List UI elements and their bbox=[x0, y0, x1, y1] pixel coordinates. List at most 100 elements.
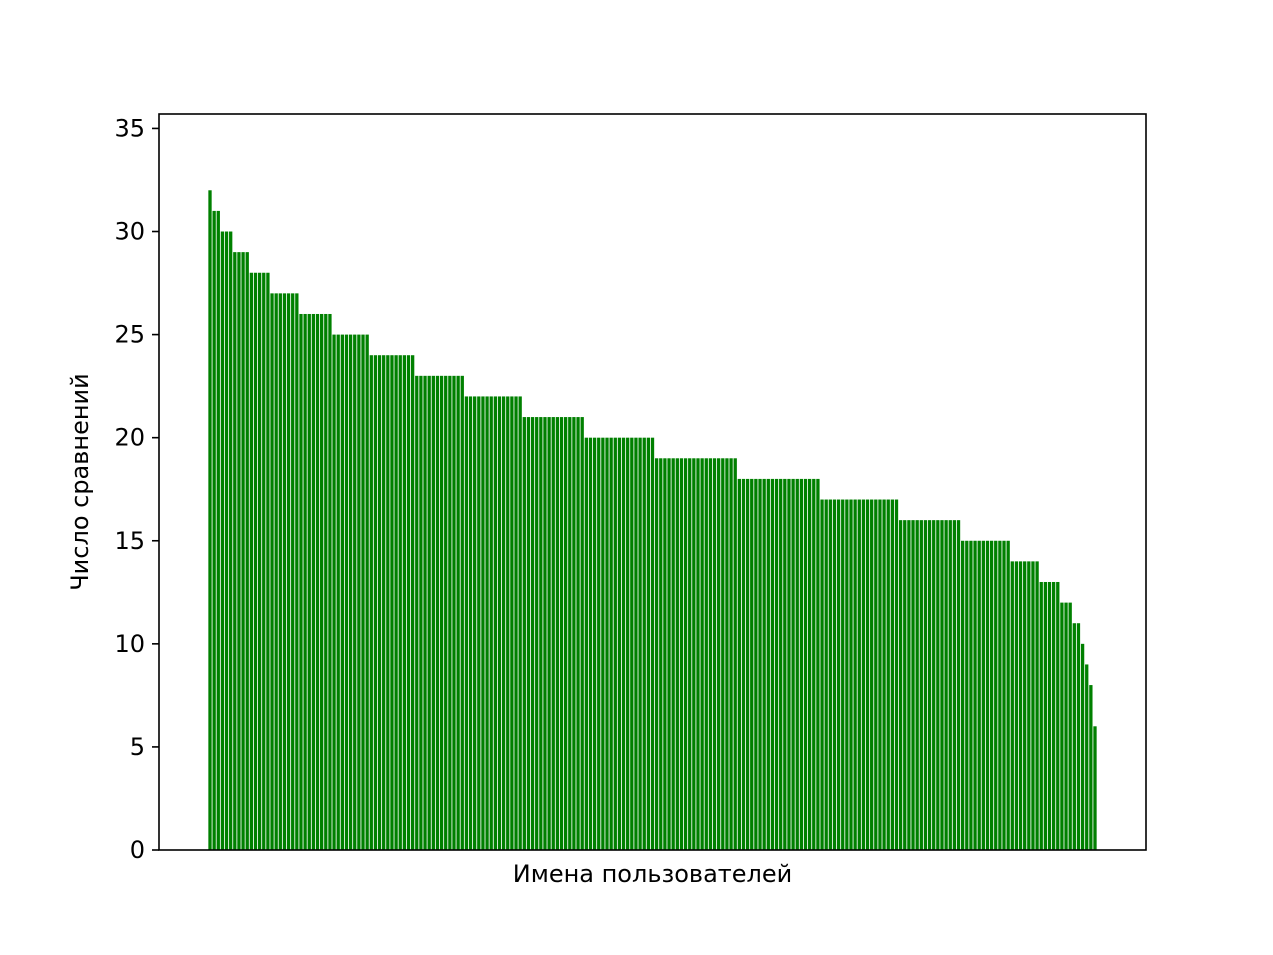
bar bbox=[423, 375, 427, 850]
bar bbox=[994, 540, 998, 850]
bar bbox=[266, 272, 270, 850]
bar bbox=[605, 437, 609, 850]
bar bbox=[795, 478, 799, 850]
bar bbox=[779, 478, 783, 850]
bar bbox=[1068, 602, 1072, 850]
bar bbox=[683, 458, 688, 850]
bar bbox=[812, 478, 816, 850]
bar bbox=[936, 520, 940, 850]
bar bbox=[754, 478, 758, 850]
bar bbox=[1027, 561, 1031, 850]
bar bbox=[981, 540, 985, 850]
bar bbox=[692, 458, 696, 850]
bar bbox=[597, 437, 601, 850]
bar bbox=[944, 520, 948, 850]
bar bbox=[410, 355, 415, 850]
bar bbox=[973, 540, 977, 850]
bar bbox=[659, 458, 663, 850]
bar bbox=[791, 478, 795, 850]
bar bbox=[626, 437, 630, 850]
bar bbox=[559, 417, 564, 850]
bar bbox=[303, 313, 307, 851]
bar bbox=[257, 272, 262, 850]
bar bbox=[551, 417, 555, 850]
bar bbox=[845, 499, 849, 850]
bar bbox=[547, 417, 551, 850]
y-tick-label: 30 bbox=[114, 218, 145, 246]
bar bbox=[783, 478, 787, 850]
bar bbox=[874, 499, 878, 850]
y-tick-label: 25 bbox=[114, 321, 145, 349]
bar bbox=[477, 396, 481, 850]
bar bbox=[721, 458, 725, 850]
bar bbox=[448, 375, 452, 850]
bar bbox=[1072, 623, 1076, 850]
bar bbox=[940, 520, 944, 850]
bar bbox=[688, 458, 692, 850]
bar bbox=[961, 540, 965, 850]
bar bbox=[634, 437, 638, 850]
bar bbox=[530, 417, 535, 850]
bars-group bbox=[208, 190, 1097, 851]
bar bbox=[431, 375, 435, 850]
bar bbox=[1076, 623, 1081, 850]
bar bbox=[212, 210, 216, 850]
bar bbox=[584, 437, 588, 850]
bar bbox=[865, 499, 870, 850]
y-tick-label: 20 bbox=[114, 424, 145, 452]
bar bbox=[998, 540, 1002, 850]
bar bbox=[377, 355, 382, 850]
bar bbox=[353, 334, 357, 851]
bar bbox=[956, 520, 961, 850]
bar bbox=[820, 499, 824, 850]
bar bbox=[568, 417, 572, 850]
bar bbox=[295, 293, 299, 850]
bar bbox=[473, 396, 477, 850]
bar bbox=[832, 499, 837, 850]
bar bbox=[233, 252, 237, 850]
bar bbox=[708, 458, 713, 850]
bar bbox=[667, 458, 671, 850]
bar bbox=[696, 458, 700, 850]
bar bbox=[849, 499, 853, 850]
bar bbox=[460, 375, 464, 850]
bar bbox=[220, 231, 225, 850]
bar bbox=[787, 478, 791, 850]
bar bbox=[398, 355, 402, 850]
bar bbox=[952, 520, 957, 850]
bar bbox=[737, 478, 741, 850]
bar bbox=[332, 334, 336, 851]
bar bbox=[278, 293, 282, 850]
bar bbox=[741, 478, 746, 850]
bar bbox=[514, 396, 518, 850]
bar bbox=[1006, 540, 1010, 850]
bar bbox=[439, 375, 444, 850]
bar bbox=[340, 334, 344, 851]
bar bbox=[539, 417, 543, 850]
bar bbox=[394, 355, 398, 850]
bar bbox=[245, 252, 249, 850]
bar bbox=[878, 499, 882, 850]
bar bbox=[452, 375, 456, 850]
bar bbox=[444, 375, 448, 850]
bar bbox=[766, 478, 770, 850]
bar bbox=[510, 396, 514, 850]
y-tick-label: 0 bbox=[130, 836, 145, 864]
bar bbox=[229, 231, 233, 850]
bar bbox=[336, 334, 340, 851]
bar bbox=[1064, 602, 1068, 850]
bar bbox=[729, 458, 733, 850]
bar bbox=[617, 437, 622, 850]
bar bbox=[654, 458, 659, 850]
bar bbox=[1002, 540, 1006, 850]
bar bbox=[485, 396, 489, 850]
bar bbox=[419, 375, 423, 850]
bar bbox=[836, 499, 841, 850]
bar bbox=[580, 417, 584, 850]
bar bbox=[224, 231, 229, 850]
bar bbox=[745, 478, 750, 850]
bar bbox=[770, 478, 775, 850]
bar bbox=[609, 437, 613, 850]
bar bbox=[373, 355, 378, 850]
